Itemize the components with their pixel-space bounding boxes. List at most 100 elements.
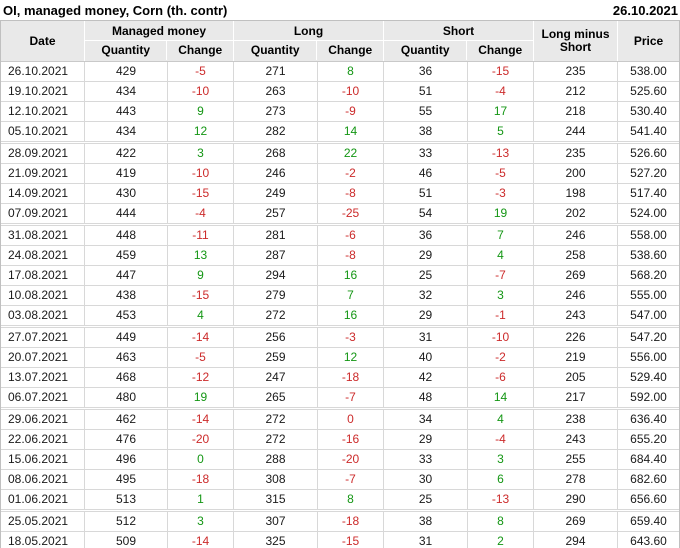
cell-long-quantity: 308 bbox=[234, 470, 318, 489]
table-row: 08.06.2021 495 -18 308 -7 30 6 278 682.6… bbox=[1, 470, 679, 490]
cell-price: 529.40 bbox=[630, 370, 667, 384]
cell-price: 530.40 bbox=[630, 104, 667, 118]
cell-date: 17.08.2021 bbox=[1, 266, 85, 285]
cell-managed-money-quantity: 434 bbox=[85, 82, 168, 101]
cell-short-change: 3 bbox=[468, 286, 534, 305]
cell-long-change: -16 bbox=[318, 430, 384, 449]
cell-managed-money-change: -18 bbox=[168, 470, 234, 489]
cell-managed-money-quantity: 476 bbox=[85, 430, 168, 449]
column-header-long: Long bbox=[234, 21, 383, 41]
cell-short-quantity: 33 bbox=[384, 450, 468, 469]
table-row: 26.10.2021 429 -5 271 8 36 -15 235 538.0… bbox=[1, 62, 679, 82]
cell-short-quantity: 51 bbox=[384, 82, 468, 101]
cell-price: 517.40 bbox=[630, 186, 667, 200]
cell-long-minus-short: 269 bbox=[534, 266, 618, 285]
cell-long-change: -7 bbox=[318, 388, 384, 407]
table-row: 29.06.2021 462 -14 272 0 34 4 238 636.40 bbox=[1, 409, 679, 430]
cell-short-change: 7 bbox=[468, 226, 534, 245]
cell-short-quantity: 29 bbox=[384, 430, 468, 449]
cell-short-change: -15 bbox=[468, 62, 534, 81]
title-bar: OI, managed money, Corn (th. contr) 26.1… bbox=[0, 0, 680, 20]
cell-managed-money-quantity: 419 bbox=[85, 164, 168, 183]
table-row: 24.08.2021 459 13 287 -8 29 4 258 538.60 bbox=[1, 246, 679, 266]
cell-short-quantity: 46 bbox=[384, 164, 468, 183]
cell-short-change: -5 bbox=[468, 164, 534, 183]
cell-date: 13.07.2021 bbox=[1, 368, 85, 387]
table-row: 27.07.2021 449 -14 256 -3 31 -10 226 547… bbox=[1, 327, 679, 348]
cell-long-minus-short: 278 bbox=[534, 470, 618, 489]
cell-long-quantity: 249 bbox=[234, 184, 318, 203]
column-header-long-quantity: Quantity bbox=[234, 41, 318, 60]
cell-short-change: -13 bbox=[468, 490, 534, 509]
cell-date: 28.09.2021 bbox=[1, 144, 85, 163]
cell-long-quantity: 257 bbox=[234, 204, 318, 223]
table-row: 25.05.2021 512 3 307 -18 38 8 269 659.40 bbox=[1, 511, 679, 532]
cell-price: 558.00 bbox=[630, 228, 667, 242]
cell-long-change: 12 bbox=[318, 348, 384, 367]
cell-managed-money-change: 4 bbox=[168, 306, 234, 325]
cell-short-quantity: 36 bbox=[384, 226, 468, 245]
cell-long-change: -25 bbox=[318, 204, 384, 223]
cell-date: 27.07.2021 bbox=[1, 328, 85, 347]
cell-managed-money-change: -15 bbox=[168, 184, 234, 203]
cell-price: 547.20 bbox=[630, 330, 667, 344]
cell-managed-money-change: -20 bbox=[168, 430, 234, 449]
cell-managed-money-quantity: 512 bbox=[85, 512, 168, 531]
cell-date: 25.05.2021 bbox=[1, 512, 85, 531]
column-header-long-minus-short: Long minus Short bbox=[534, 21, 618, 61]
cell-managed-money-quantity: 462 bbox=[85, 410, 168, 429]
cell-price: 643.60 bbox=[630, 534, 667, 548]
cell-long-quantity: 282 bbox=[234, 122, 318, 141]
cell-short-quantity: 29 bbox=[384, 246, 468, 265]
cell-price: 659.40 bbox=[630, 514, 667, 528]
cell-managed-money-change: -14 bbox=[168, 410, 234, 429]
cell-date: 15.06.2021 bbox=[1, 450, 85, 469]
column-header-short-quantity: Quantity bbox=[384, 41, 468, 60]
cell-short-quantity: 32 bbox=[384, 286, 468, 305]
cell-short-change: 14 bbox=[468, 388, 534, 407]
cell-long-minus-short: 243 bbox=[534, 430, 618, 449]
cell-price: 547.00 bbox=[630, 308, 667, 322]
column-header-short: Short bbox=[384, 21, 533, 41]
cell-managed-money-change: -5 bbox=[168, 348, 234, 367]
cell-long-minus-short: 217 bbox=[534, 388, 618, 407]
cell-short-change: 6 bbox=[468, 470, 534, 489]
column-group-short: Short Quantity Change bbox=[384, 21, 534, 61]
cell-price: 538.60 bbox=[630, 248, 667, 262]
table-row: 22.06.2021 476 -20 272 -16 29 -4 243 655… bbox=[1, 430, 679, 450]
cell-long-change: 16 bbox=[318, 306, 384, 325]
cell-managed-money-change: -14 bbox=[168, 328, 234, 347]
table-row: 18.05.2021 509 -14 325 -15 31 2 294 643.… bbox=[1, 532, 679, 548]
cell-price: 684.40 bbox=[630, 452, 667, 466]
cell-short-quantity: 30 bbox=[384, 470, 468, 489]
cell-managed-money-change: 0 bbox=[168, 450, 234, 469]
cell-long-minus-short: 218 bbox=[534, 102, 618, 121]
cell-short-change: -1 bbox=[468, 306, 534, 325]
cell-managed-money-change: -14 bbox=[168, 532, 234, 548]
cell-price: 655.20 bbox=[630, 432, 667, 446]
cell-managed-money-quantity: 459 bbox=[85, 246, 168, 265]
cell-long-quantity: 281 bbox=[234, 226, 318, 245]
cell-long-change: 16 bbox=[318, 266, 384, 285]
cell-long-quantity: 272 bbox=[234, 430, 318, 449]
table-body: 26.10.2021 429 -5 271 8 36 -15 235 538.0… bbox=[1, 62, 679, 548]
cell-managed-money-quantity: 429 bbox=[85, 62, 168, 81]
cell-managed-money-quantity: 443 bbox=[85, 102, 168, 121]
table-header: Date Managed money Quantity Change Long … bbox=[1, 21, 679, 62]
cell-price: 636.40 bbox=[630, 412, 667, 426]
cell-price: 525.60 bbox=[630, 84, 667, 98]
cell-date: 06.07.2021 bbox=[1, 388, 85, 407]
cell-price: 568.20 bbox=[630, 268, 667, 282]
cell-long-minus-short: 246 bbox=[534, 226, 618, 245]
table-row: 01.06.2021 513 1 315 8 25 -13 290 656.60 bbox=[1, 490, 679, 510]
cell-long-minus-short: 235 bbox=[534, 144, 618, 163]
cell-managed-money-change: 3 bbox=[168, 512, 234, 531]
cell-managed-money-quantity: 463 bbox=[85, 348, 168, 367]
cell-long-quantity: 272 bbox=[234, 306, 318, 325]
cell-short-quantity: 48 bbox=[384, 388, 468, 407]
cell-long-minus-short: 202 bbox=[534, 204, 618, 223]
cell-short-quantity: 38 bbox=[384, 122, 468, 141]
cell-long-minus-short: 244 bbox=[534, 122, 618, 141]
cell-long-change: -10 bbox=[318, 82, 384, 101]
cell-managed-money-quantity: 513 bbox=[85, 490, 168, 509]
